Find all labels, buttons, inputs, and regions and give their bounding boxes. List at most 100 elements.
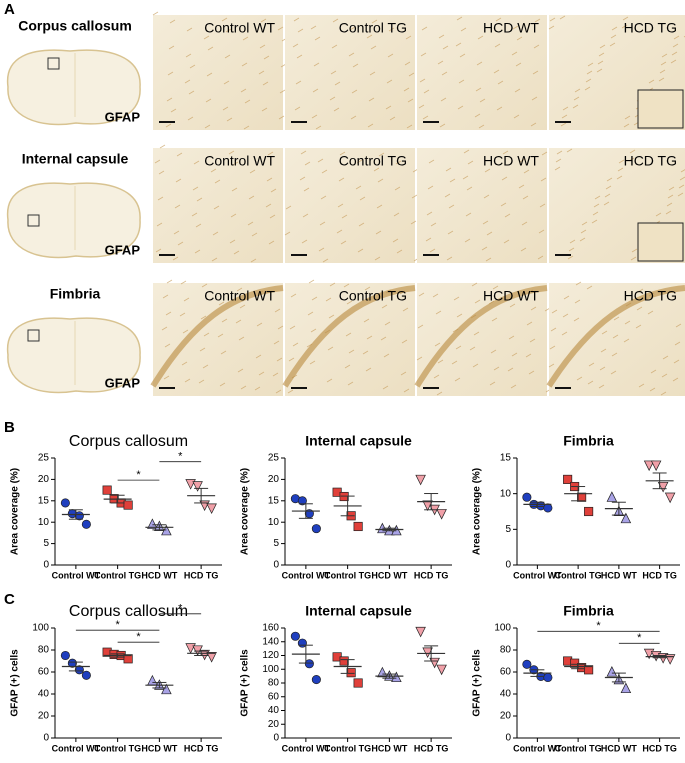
data-point bbox=[74, 665, 84, 675]
astrocyte-fiber bbox=[258, 70, 265, 75]
astrocyte-fiber bbox=[635, 324, 642, 329]
data-point bbox=[563, 474, 573, 484]
data-point bbox=[339, 656, 349, 666]
astrocyte-fiber bbox=[168, 45, 175, 50]
astrocyte-fiber bbox=[655, 212, 662, 217]
micrograph bbox=[153, 283, 283, 396]
astrocyte-fiber bbox=[279, 89, 286, 94]
significance-label: * bbox=[136, 469, 141, 481]
data-point bbox=[620, 512, 632, 524]
astrocyte-fiber bbox=[152, 11, 159, 16]
astrocyte-fiber bbox=[346, 300, 353, 305]
astrocyte-fiber bbox=[217, 333, 224, 338]
y-tick-label: 15 bbox=[38, 495, 50, 506]
astrocyte-fiber bbox=[666, 202, 673, 207]
astrocyte-fiber bbox=[339, 151, 346, 156]
panel-label: A bbox=[4, 1, 15, 18]
astrocyte-fiber bbox=[456, 16, 463, 21]
x-tick-label: Control WT bbox=[52, 743, 101, 753]
astrocyte-fiber bbox=[455, 42, 462, 47]
astrocyte-fiber bbox=[186, 27, 193, 32]
astrocyte-fiber bbox=[229, 239, 236, 244]
x-tick-label: HCD WT bbox=[601, 743, 637, 753]
astrocyte-fiber bbox=[240, 88, 247, 93]
x-tick-label: HCD TG bbox=[414, 743, 449, 753]
astrocyte-fiber bbox=[350, 115, 357, 120]
astrocyte-fiber bbox=[364, 286, 371, 291]
chart-title: Fimbria bbox=[563, 603, 614, 619]
astrocyte-fiber bbox=[502, 150, 509, 155]
astrocyte-fiber bbox=[251, 232, 258, 237]
astrocyte-fiber bbox=[435, 310, 442, 315]
astrocyte-fiber bbox=[526, 321, 533, 326]
x-tick-label: Control TG bbox=[94, 570, 141, 580]
tile-label: HCD TG bbox=[624, 288, 677, 304]
tile-label: HCD WT bbox=[483, 153, 539, 169]
astrocyte-fiber bbox=[376, 204, 383, 209]
astrocyte-fiber bbox=[347, 381, 354, 386]
astrocyte-fiber bbox=[368, 97, 375, 102]
astrocyte-fiber bbox=[228, 150, 235, 155]
astrocyte-fiber bbox=[200, 315, 207, 320]
y-tick-label: 20 bbox=[268, 474, 280, 485]
astrocyte-fiber bbox=[328, 314, 335, 319]
astrocyte-fiber bbox=[202, 364, 209, 369]
astrocyte-fiber bbox=[334, 81, 341, 86]
astrocyte-fiber bbox=[507, 367, 514, 372]
chart-title: Internal capsule bbox=[305, 603, 412, 619]
astrocyte-fiber bbox=[320, 195, 327, 200]
astrocyte-fiber bbox=[574, 88, 581, 93]
y-tick-label: 0 bbox=[505, 733, 511, 744]
astrocyte-fiber bbox=[301, 239, 308, 244]
astrocyte-fiber bbox=[265, 203, 272, 208]
astrocyte-fiber bbox=[661, 373, 668, 378]
astrocyte-fiber bbox=[321, 169, 328, 174]
data-point bbox=[123, 500, 133, 510]
astrocyte-fiber bbox=[426, 211, 433, 216]
data-point bbox=[643, 460, 655, 472]
astrocyte-fiber bbox=[445, 167, 452, 172]
data-point bbox=[81, 519, 91, 529]
astrocyte-fiber bbox=[403, 87, 410, 92]
astrocyte-fiber bbox=[258, 371, 265, 376]
significance-label: * bbox=[637, 632, 642, 644]
y-tick-label: 140 bbox=[262, 636, 279, 647]
astrocyte-fiber bbox=[196, 197, 203, 202]
tissue-band bbox=[150, 285, 284, 388]
astrocyte-fiber bbox=[199, 347, 206, 352]
astrocyte-fiber bbox=[402, 307, 409, 312]
astrocyte-fiber bbox=[358, 222, 365, 227]
astrocyte-fiber bbox=[624, 115, 631, 120]
astrocyte-fiber bbox=[393, 212, 400, 217]
astrocyte-fiber bbox=[181, 361, 188, 366]
astrocyte-fiber bbox=[333, 107, 340, 112]
y-axis-label: GFAP (+) cells bbox=[472, 649, 483, 717]
astrocyte-fiber bbox=[555, 158, 562, 163]
astrocyte-fiber bbox=[355, 185, 362, 190]
astrocyte-fiber bbox=[322, 258, 329, 263]
astrocyte-fiber bbox=[198, 379, 205, 384]
astrocyte-fiber bbox=[519, 158, 526, 163]
x-tick-label: HCD TG bbox=[414, 570, 449, 580]
astrocyte-fiber bbox=[239, 304, 246, 309]
data-point bbox=[620, 682, 632, 694]
astrocyte-fiber bbox=[405, 35, 412, 40]
data-point bbox=[297, 496, 307, 506]
astrocyte-fiber bbox=[158, 170, 165, 175]
x-tick-label: HCD TG bbox=[642, 570, 677, 580]
astrocyte-fiber bbox=[444, 193, 451, 198]
data-point bbox=[584, 506, 594, 517]
astrocyte-fiber bbox=[495, 17, 502, 22]
astrocyte-fiber bbox=[556, 150, 563, 155]
astrocyte-fiber bbox=[469, 346, 476, 351]
astrocyte-fiber bbox=[219, 382, 226, 387]
y-tick-label: 0 bbox=[273, 733, 279, 744]
astrocyte-fiber bbox=[201, 283, 208, 288]
astrocyte-fiber bbox=[537, 255, 544, 260]
astrocyte-fiber bbox=[561, 331, 568, 336]
astrocyte-fiber bbox=[290, 293, 297, 298]
astrocyte-fiber bbox=[332, 18, 339, 23]
micrograph bbox=[285, 148, 415, 263]
astrocyte-fiber bbox=[485, 257, 492, 262]
astrocyte-fiber bbox=[348, 52, 355, 57]
